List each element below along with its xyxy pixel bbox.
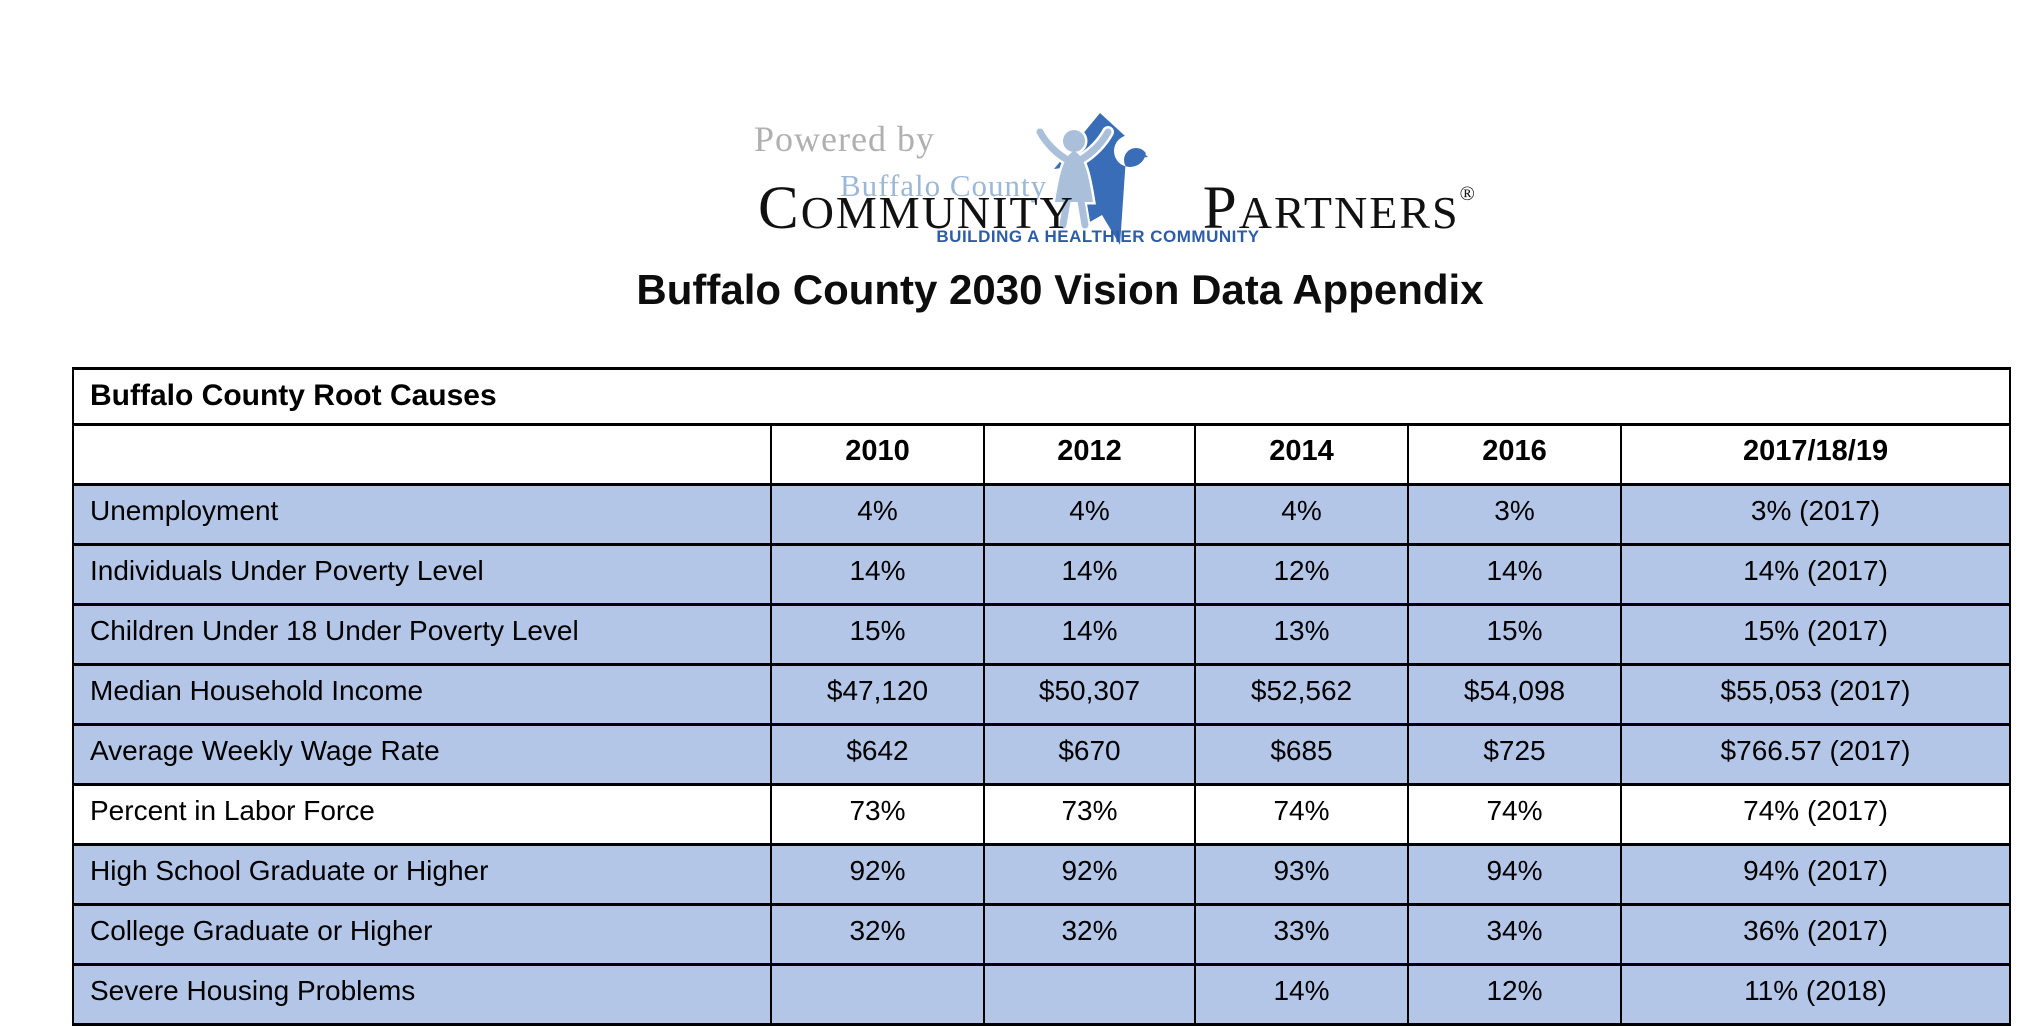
value-cell: $54,098 bbox=[1407, 663, 1622, 726]
table-header-row: 2010 2012 2014 2016 2017/18/19 bbox=[72, 423, 2012, 486]
value-cell: $55,053 (2017) bbox=[1619, 663, 2012, 726]
value-cell: 14% bbox=[770, 543, 985, 606]
value-cell: 34% bbox=[1407, 903, 1622, 966]
value-cell: 3% bbox=[1407, 483, 1622, 546]
row-label-column-header bbox=[72, 423, 772, 486]
logo-tagline: BUILDING A HEALTHIER COMMUNITY bbox=[936, 227, 1259, 247]
year-column-header: 2017/18/19 bbox=[1619, 423, 2012, 486]
value-cell: 33% bbox=[1194, 903, 1409, 966]
year-column-header: 2014 bbox=[1194, 423, 1409, 486]
table-row: Average Weekly Wage Rate $642 $670 $685 $725… bbox=[72, 723, 2012, 786]
value-cell: 36% (2017) bbox=[1619, 903, 2012, 966]
value-cell: $50,307 bbox=[983, 663, 1196, 726]
value-cell: 94% (2017) bbox=[1619, 843, 2012, 906]
value-cell: 74% (2017) bbox=[1619, 783, 2012, 846]
row-label-cell: Individuals Under Poverty Level bbox=[72, 543, 772, 606]
table-row: Percent in Labor Force 73% 73% 74% 74% 74% (2… bbox=[72, 783, 2012, 846]
person-figure bbox=[1034, 126, 1114, 231]
row-label-cell: Unemployment bbox=[72, 483, 772, 546]
value-cell: 92% bbox=[770, 843, 985, 906]
community-partners-logo: Powered by Buffalo County bbox=[0, 0, 2038, 260]
row-label-cell: High School Graduate or Higher bbox=[72, 843, 772, 906]
row-label-cell: College Graduate or Higher bbox=[72, 903, 772, 966]
value-cell: 73% bbox=[983, 783, 1196, 846]
value-cell: 14% bbox=[983, 543, 1196, 606]
value-cell: 74% bbox=[1194, 783, 1409, 846]
row-label-cell: Percent in Labor Force bbox=[72, 783, 772, 846]
value-cell: $52,562 bbox=[1194, 663, 1409, 726]
value-cell: $47,120 bbox=[770, 663, 985, 726]
year-column-header: 2010 bbox=[770, 423, 985, 486]
table-row: Median Household Income $47,120 $50,307 $52… bbox=[72, 663, 2012, 726]
table-row: High School Graduate or Higher 92% 92% 93% 9… bbox=[72, 843, 2012, 906]
value-cell: $670 bbox=[983, 723, 1196, 786]
row-label-cell: Children Under 18 Under Poverty Level bbox=[72, 603, 772, 666]
tagline-suffix: COMMUNITY bbox=[1145, 227, 1260, 246]
value-cell: 4% bbox=[983, 483, 1196, 546]
community-partners-logo-icon bbox=[1034, 113, 1148, 245]
table-body: Unemployment 4% 4% 4% 3% 3% (2017) Individuals… bbox=[72, 483, 2012, 1026]
value-cell: 15% bbox=[770, 603, 985, 666]
value-cell: 14% bbox=[983, 603, 1196, 666]
value-cell: 15% bbox=[1407, 603, 1622, 666]
table-title-row: Buffalo County Root Causes bbox=[71, 367, 2012, 426]
tagline-prefix: BUILDING A bbox=[936, 227, 1045, 246]
row-label-cell: Median Household Income bbox=[72, 663, 772, 726]
value-cell: $642 bbox=[770, 723, 985, 786]
value-cell: $766.57 (2017) bbox=[1619, 723, 2012, 786]
value-cell: 12% bbox=[1407, 963, 1622, 1026]
year-column-header: 2012 bbox=[983, 423, 1196, 486]
value-cell: 13% bbox=[1194, 603, 1409, 666]
value-cell: 73% bbox=[770, 783, 985, 846]
partners-word: PARTNERS bbox=[1202, 175, 1460, 242]
value-cell: 14% bbox=[1194, 963, 1409, 1026]
powered-by-text: Powered by bbox=[754, 119, 935, 159]
table-row: Unemployment 4% 4% 4% 3% 3% (2017) bbox=[72, 483, 2012, 546]
table-row: Severe Housing Problems 14% 12% 11% (2018) bbox=[72, 963, 2012, 1026]
value-cell: 32% bbox=[770, 903, 985, 966]
row-label-cell: Severe Housing Problems bbox=[72, 963, 772, 1026]
value-cell bbox=[770, 963, 985, 1026]
logo-wordmark: COMMUNITY PARTNERS® bbox=[758, 174, 1475, 244]
buffalo-county-text: Buffalo County bbox=[840, 168, 1048, 203]
value-cell: 12% bbox=[1194, 543, 1409, 606]
value-cell: 4% bbox=[1194, 483, 1409, 546]
value-cell: $725 bbox=[1407, 723, 1622, 786]
value-cell: 4% bbox=[770, 483, 985, 546]
data-table: Buffalo County Root Causes 2010 2012 201… bbox=[71, 367, 2012, 1026]
value-cell bbox=[983, 963, 1196, 1026]
value-cell: 14% bbox=[1407, 543, 1622, 606]
value-cell: 32% bbox=[983, 903, 1196, 966]
year-column-header: 2016 bbox=[1407, 423, 1622, 486]
value-cell: $685 bbox=[1194, 723, 1409, 786]
table-row: College Graduate or Higher 32% 32% 33% 34% 36… bbox=[72, 903, 2012, 966]
value-cell: 74% bbox=[1407, 783, 1622, 846]
row-label-cell: Average Weekly Wage Rate bbox=[72, 723, 772, 786]
value-cell: 11% (2018) bbox=[1619, 963, 2012, 1026]
value-cell: 3% (2017) bbox=[1619, 483, 2012, 546]
value-cell: 14% (2017) bbox=[1619, 543, 2012, 606]
community-word: COMMUNITY bbox=[758, 175, 1075, 242]
value-cell: 93% bbox=[1194, 843, 1409, 906]
value-cell: 94% bbox=[1407, 843, 1622, 906]
page-title: Buffalo County 2030 Vision Data Appendix bbox=[636, 266, 1484, 313]
table-title-cell: Buffalo County Root Causes bbox=[71, 367, 2012, 426]
value-cell: 92% bbox=[983, 843, 1196, 906]
table-row: Individuals Under Poverty Level 14% 14% 12%… bbox=[72, 543, 2012, 606]
registered-mark: ® bbox=[1459, 183, 1475, 205]
value-cell: 15% (2017) bbox=[1619, 603, 2012, 666]
tagline-emphasis: HEALTHIER bbox=[1044, 227, 1146, 246]
table-row: Children Under 18 Under Poverty Level 15%… bbox=[72, 603, 2012, 666]
